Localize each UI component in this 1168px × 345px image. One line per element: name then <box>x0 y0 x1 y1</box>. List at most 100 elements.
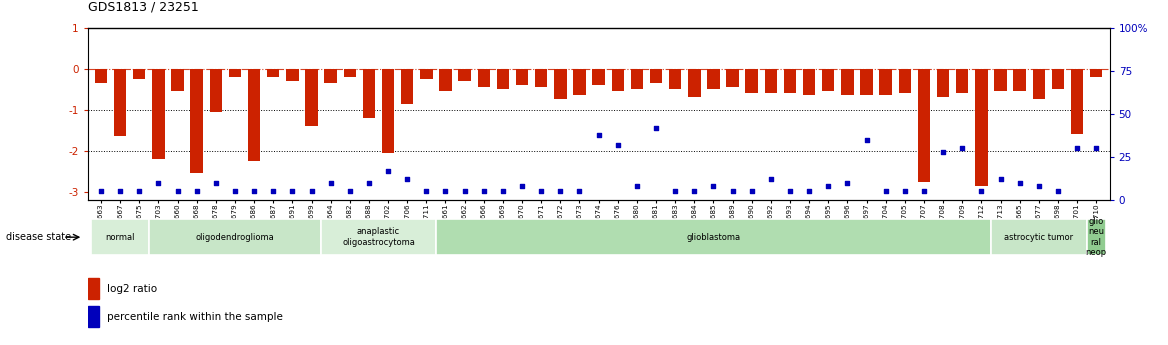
Point <box>762 177 780 182</box>
Bar <box>841 69 854 95</box>
Bar <box>458 69 471 81</box>
Bar <box>975 69 988 186</box>
Bar <box>286 69 299 81</box>
Point <box>150 180 168 186</box>
Point <box>647 125 666 130</box>
Bar <box>861 69 872 95</box>
Point <box>896 189 915 194</box>
Point <box>111 189 130 194</box>
Bar <box>496 69 509 89</box>
Point <box>627 184 646 189</box>
Bar <box>918 69 930 181</box>
Bar <box>765 69 777 93</box>
Point <box>953 146 972 151</box>
Point <box>1087 146 1106 151</box>
Bar <box>133 69 146 79</box>
Point <box>283 189 301 194</box>
Bar <box>1014 69 1026 91</box>
Point <box>187 189 206 194</box>
Bar <box>439 69 452 91</box>
Bar <box>592 69 605 85</box>
Bar <box>631 69 644 89</box>
Bar <box>745 69 758 93</box>
Point <box>474 189 493 194</box>
Bar <box>898 69 911 93</box>
Point <box>378 168 397 174</box>
Point <box>609 142 627 148</box>
Bar <box>95 69 107 83</box>
Bar <box>148 219 321 255</box>
Bar <box>343 69 356 77</box>
Point <box>225 189 244 194</box>
Bar <box>401 69 413 104</box>
Text: percentile rank within the sample: percentile rank within the sample <box>106 312 283 322</box>
Point <box>1029 184 1048 189</box>
Text: glioblastoma: glioblastoma <box>687 233 741 242</box>
Bar <box>88 278 99 299</box>
Bar <box>669 69 681 89</box>
Bar <box>91 219 148 255</box>
Bar <box>802 69 815 95</box>
Bar <box>516 69 528 85</box>
Bar <box>822 69 834 91</box>
Bar <box>229 69 241 77</box>
Point <box>684 189 703 194</box>
Bar <box>190 69 203 174</box>
Point <box>417 189 436 194</box>
Point <box>531 189 550 194</box>
Text: astrocytic tumor: astrocytic tumor <box>1004 233 1073 242</box>
Bar <box>649 69 662 83</box>
Bar <box>1090 69 1103 77</box>
Point <box>743 189 762 194</box>
Bar <box>88 306 99 326</box>
Bar <box>535 69 548 87</box>
Bar <box>1051 69 1064 89</box>
Bar <box>784 69 797 93</box>
Text: oligodendroglioma: oligodendroglioma <box>195 233 274 242</box>
Bar <box>707 69 719 89</box>
Point <box>857 137 876 142</box>
Text: glio
neu
ral
neop: glio neu ral neop <box>1085 217 1107 257</box>
Point <box>264 189 283 194</box>
Point <box>207 180 225 186</box>
Point <box>589 132 607 137</box>
Bar <box>990 219 1086 255</box>
Point <box>456 189 474 194</box>
Point <box>551 189 570 194</box>
Point <box>436 189 454 194</box>
Bar <box>554 69 566 99</box>
Point <box>513 184 531 189</box>
Bar <box>321 219 436 255</box>
Bar <box>957 69 968 93</box>
Point <box>130 189 148 194</box>
Bar <box>478 69 491 87</box>
Point <box>321 180 340 186</box>
Bar <box>172 69 183 91</box>
Bar <box>688 69 701 97</box>
Point <box>780 189 799 194</box>
Bar <box>209 69 222 112</box>
Text: disease state: disease state <box>6 232 71 242</box>
Bar <box>937 69 950 97</box>
Point <box>398 177 417 182</box>
Point <box>340 189 359 194</box>
Point <box>1068 146 1086 151</box>
Bar <box>994 69 1007 91</box>
Point <box>1049 189 1068 194</box>
Point <box>245 189 264 194</box>
Text: anaplastic
oligoastrocytoma: anaplastic oligoastrocytoma <box>342 227 415 247</box>
Bar <box>363 69 375 118</box>
Point <box>1010 180 1029 186</box>
Point <box>800 189 819 194</box>
Bar <box>1033 69 1045 99</box>
Bar <box>573 69 585 95</box>
Bar <box>726 69 739 87</box>
Point <box>494 189 513 194</box>
Point <box>570 189 589 194</box>
Bar <box>436 219 990 255</box>
Point <box>168 189 187 194</box>
Bar <box>152 69 165 159</box>
Point <box>303 189 321 194</box>
Point <box>360 180 378 186</box>
Bar <box>248 69 260 161</box>
